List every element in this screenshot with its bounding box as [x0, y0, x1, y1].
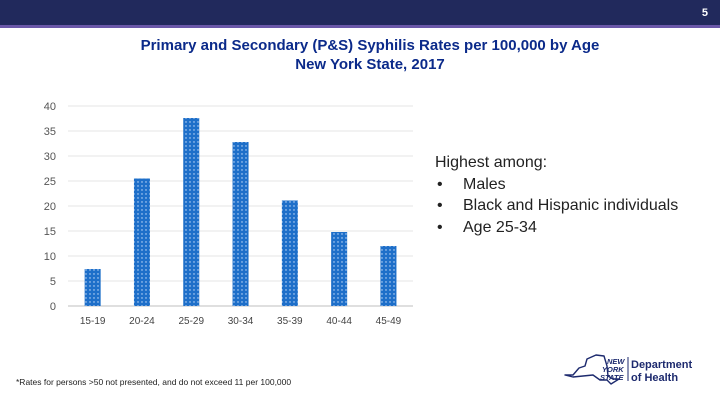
- bar-30-34: [232, 142, 249, 306]
- logo-state-text: YORK: [602, 365, 624, 374]
- header-accent-line: [0, 25, 720, 28]
- highlights-heading: Highest among:: [435, 154, 548, 171]
- x-tick-label: 35-39: [277, 316, 303, 327]
- logo-dept-text: Department: [631, 359, 692, 371]
- y-tick-label: 35: [44, 126, 56, 138]
- logo-state-text: NEW: [607, 357, 625, 366]
- x-tick-label: 15-19: [80, 316, 106, 327]
- logo-dept-text: of Health: [631, 372, 678, 384]
- chart-subtitle: New York State, 2017: [295, 56, 445, 73]
- highlight-item: Males: [435, 174, 705, 196]
- x-tick-label: 45-49: [376, 316, 402, 327]
- bar-35-39: [281, 200, 298, 306]
- highlight-item: Black and Hispanic individuals: [435, 195, 705, 217]
- x-tick-label: 25-29: [178, 316, 204, 327]
- x-tick-label: 20-24: [129, 316, 155, 327]
- y-tick-label: 0: [50, 301, 56, 313]
- logo-state-text: STATE: [600, 373, 624, 382]
- bar-20-24: [133, 178, 150, 306]
- highlight-item: Age 25-34: [435, 217, 705, 239]
- highlights-list: Males Black and Hispanic individuals Age…: [435, 174, 705, 239]
- x-tick-label: 40-44: [326, 316, 352, 327]
- y-tick-label: 30: [44, 151, 56, 163]
- highlights-box: Highest among: Males Black and Hispanic …: [435, 152, 705, 238]
- chart-title-line1: Primary and Secondary (P&S) Syphilis Rat…: [140, 37, 600, 54]
- y-tick-label: 10: [44, 251, 56, 263]
- ny-state-outline-icon: [564, 354, 620, 385]
- footnote: *Rates for persons >50 not presented, an…: [16, 377, 292, 387]
- y-tick-label: 25: [44, 176, 56, 188]
- x-tick-label: 30-34: [228, 316, 254, 327]
- y-tick-label: 5: [50, 276, 56, 288]
- bar-25-29: [183, 118, 200, 306]
- y-tick-label: 20: [44, 201, 56, 213]
- chart-title: Primary and Secondary (P&S) Syphilis Rat…: [0, 36, 720, 74]
- bar-40-44: [331, 232, 348, 306]
- nys-doh-logo: NEW YORK STATE Department of Health: [564, 354, 692, 385]
- y-tick-label: 40: [44, 101, 56, 113]
- slide-number: 5: [701, 7, 708, 19]
- header-bar: 5: [0, 0, 720, 28]
- bar-15-19: [84, 269, 101, 306]
- y-tick-label: 15: [44, 226, 56, 238]
- bar-45-49: [380, 246, 397, 306]
